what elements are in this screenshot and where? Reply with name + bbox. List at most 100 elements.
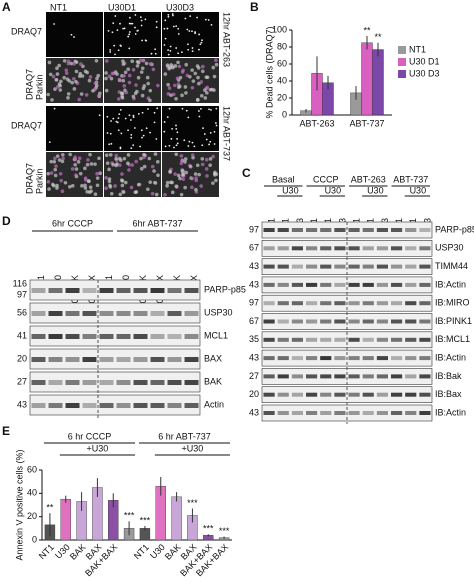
cell-spot	[169, 45, 172, 48]
cell-spot	[119, 44, 122, 47]
blot-band	[277, 356, 289, 361]
blot-band	[116, 357, 131, 362]
mw-label: 43	[249, 407, 259, 417]
blot-band	[320, 411, 332, 415]
blot-band	[320, 319, 332, 324]
cell-spot	[83, 176, 88, 180]
cell-spot	[62, 59, 67, 63]
y-tick-label: 80	[277, 41, 287, 51]
cell-spot	[179, 161, 184, 166]
cell-spot	[172, 14, 174, 17]
cell-spot	[204, 157, 209, 162]
cell-spot	[54, 77, 59, 82]
cell-spot	[59, 79, 63, 84]
cell-spot	[179, 192, 184, 197]
cell-spot	[53, 173, 58, 178]
blot-band	[334, 282, 346, 287]
cell-spot	[124, 117, 127, 120]
cell-spot	[203, 96, 208, 100]
blot-band	[419, 264, 431, 269]
cell-spot	[95, 183, 100, 188]
cell-spot	[200, 162, 205, 167]
cell-spot	[166, 92, 171, 96]
blot-band	[263, 392, 275, 397]
panel-letter: B	[250, 0, 259, 14]
blot-band	[263, 337, 275, 342]
cell-spot	[163, 192, 167, 197]
cell-spot	[104, 59, 109, 63]
blot-band	[184, 357, 199, 362]
mw-label: 41	[17, 330, 27, 340]
cell-spot	[83, 69, 88, 74]
cell-spot	[46, 171, 50, 176]
blot-band	[99, 311, 114, 316]
cell-spot	[60, 153, 65, 157]
blot-band	[362, 301, 374, 306]
cell-spot	[183, 85, 188, 89]
cell-spot	[122, 74, 126, 78]
cell-spot	[175, 144, 178, 147]
cell-spot	[69, 61, 74, 66]
cell-spot	[70, 167, 75, 171]
cell-spot	[95, 172, 99, 176]
blot-band	[31, 380, 46, 385]
cell-spot	[137, 29, 139, 32]
blot-band	[65, 357, 80, 362]
cell-spot	[83, 166, 87, 171]
blot-band	[320, 392, 332, 397]
cell-spot	[134, 33, 137, 35]
cell-spot	[177, 33, 180, 35]
row-label: IB:Bak	[435, 371, 462, 381]
cell-spot	[176, 131, 179, 134]
blot-band	[184, 380, 199, 385]
cell-spot	[177, 64, 182, 69]
cell-spot	[88, 185, 93, 189]
cell-spot	[109, 51, 112, 53]
blot-band	[391, 319, 403, 324]
cell-spot	[215, 124, 218, 127]
cell-spot	[118, 113, 121, 116]
group-label: 6 hr ABT-737	[158, 431, 211, 441]
cell-spot	[208, 143, 210, 146]
cell-spot	[46, 180, 51, 184]
cell-spot	[127, 129, 129, 132]
blot-band	[133, 334, 148, 339]
blot-band	[405, 337, 417, 342]
cell-spot	[141, 136, 143, 139]
cell-spot	[156, 173, 160, 178]
cell-spot	[188, 140, 191, 143]
cell-spot	[87, 78, 92, 83]
cell-spot	[134, 26, 136, 29]
mw-label: 20	[17, 353, 27, 363]
cell-spot	[132, 144, 135, 146]
blot-band	[348, 228, 360, 232]
micrograph	[162, 106, 219, 151]
cell-spot	[128, 16, 131, 19]
blot-band	[48, 403, 63, 408]
cell-spot	[132, 114, 135, 117]
mw-label: 43	[249, 352, 259, 362]
cell-spot	[96, 73, 101, 78]
cell-spot	[73, 36, 75, 38]
cell-spot	[104, 176, 108, 180]
cell-spot	[141, 58, 146, 63]
blot-band	[376, 282, 388, 287]
cell-spot	[198, 33, 200, 36]
cell-spot	[211, 65, 216, 70]
cell-spot	[122, 84, 127, 88]
cell-spot	[88, 152, 92, 157]
cell-spot	[153, 152, 158, 156]
cell-spot	[173, 172, 177, 176]
cell-spot	[118, 163, 122, 167]
cell-spot	[150, 191, 155, 196]
blot-band	[116, 403, 131, 408]
cell-spot	[53, 107, 56, 110]
y-tick-label: 0	[282, 109, 287, 119]
blot-band	[348, 411, 360, 415]
cell-spot	[117, 77, 122, 82]
cell-spot	[190, 153, 195, 157]
blot-band	[150, 334, 165, 339]
cell-spot	[122, 27, 125, 30]
blot-band	[133, 357, 148, 362]
cell-spot	[120, 172, 124, 176]
